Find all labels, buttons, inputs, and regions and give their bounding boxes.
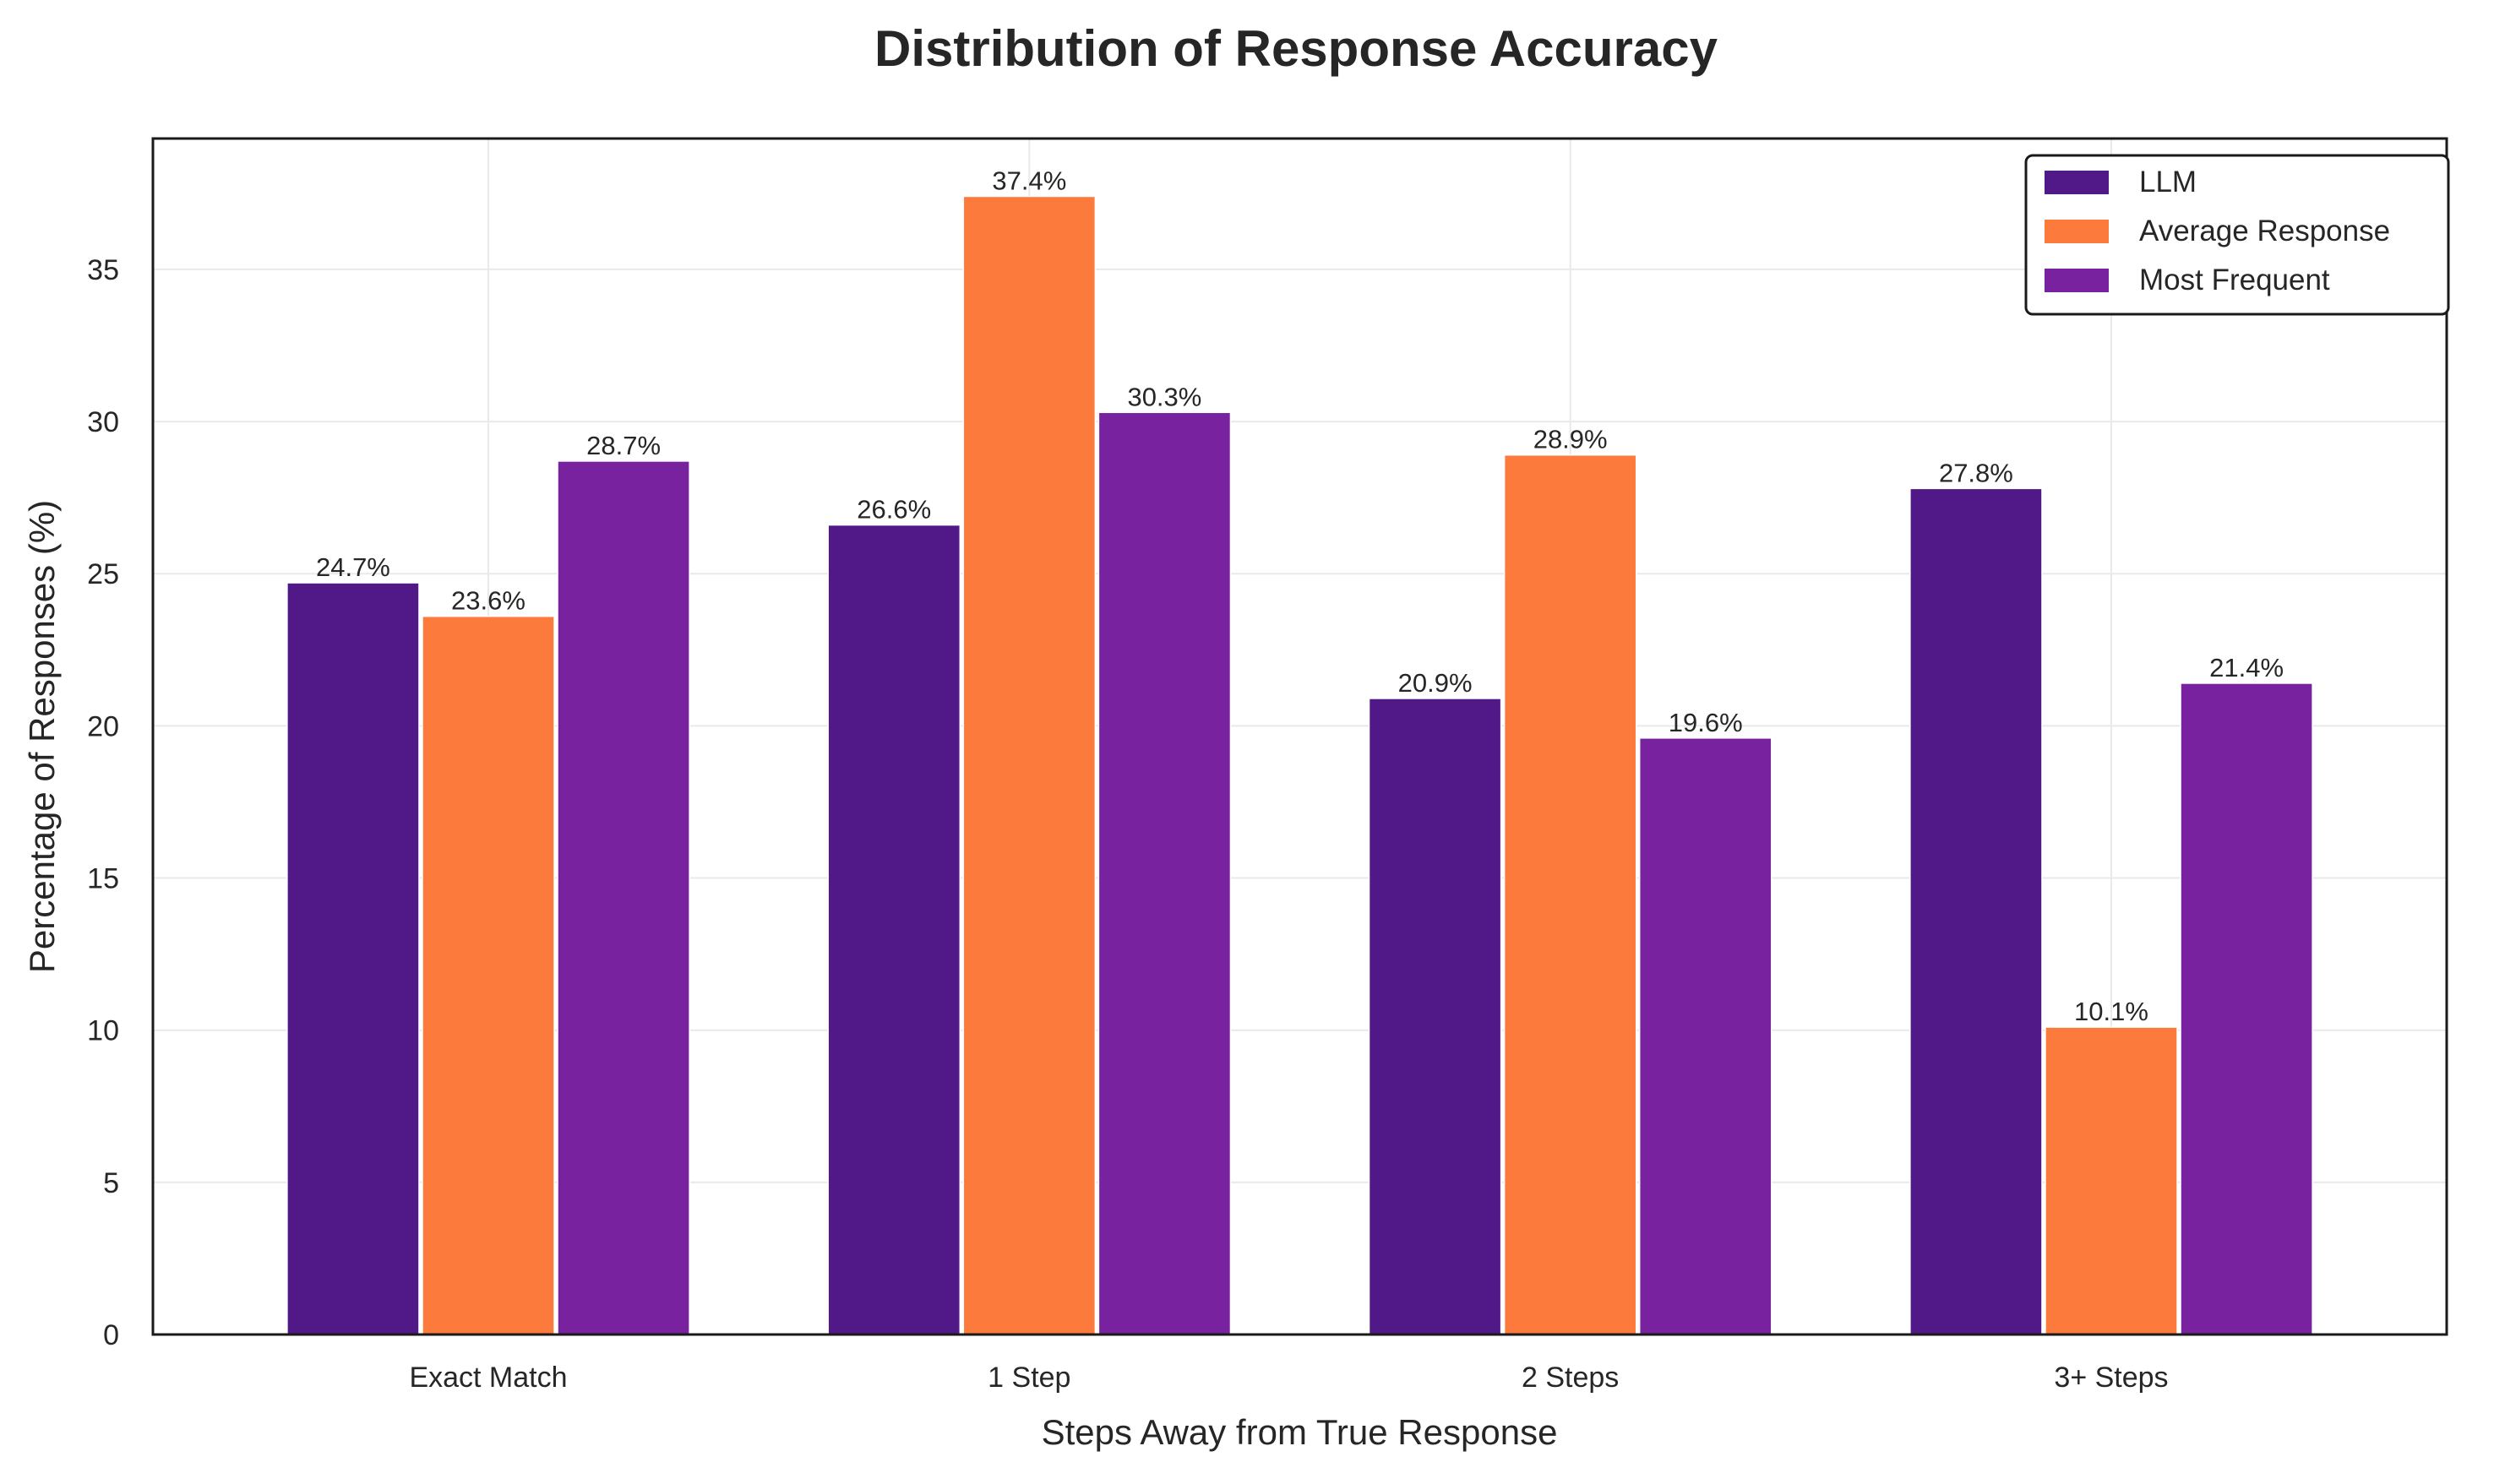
value-label-average-response-1-step: 37.4% xyxy=(992,166,1066,195)
y-tick-label: 10 xyxy=(87,1015,119,1047)
x-tick-label-2-steps: 2 Steps xyxy=(1522,1362,1619,1394)
y-tick-label: 30 xyxy=(87,406,119,438)
value-label-average-response-2-steps: 28.9% xyxy=(1533,425,1608,454)
bar-average-response-3-steps xyxy=(2045,1026,2178,1335)
x-tick-label-1-step: 1 Step xyxy=(988,1362,1070,1394)
x-tick-label-3-steps: 3+ Steps xyxy=(2054,1362,2168,1394)
bar-most-frequent-2-steps xyxy=(1638,737,1772,1335)
legend-frame xyxy=(2024,154,2450,316)
value-label-llm-1-step: 26.6% xyxy=(857,495,931,525)
y-tick-label: 0 xyxy=(103,1319,119,1351)
bar-llm-exact-match xyxy=(286,582,420,1335)
legend-swatch-llm xyxy=(2045,171,2109,194)
value-label-average-response-3-steps: 10.1% xyxy=(2074,997,2148,1026)
y-tick-label: 5 xyxy=(103,1167,119,1199)
legend-label-most-frequent: Most Frequent xyxy=(2139,264,2330,296)
y-tick-label: 35 xyxy=(87,254,119,286)
y-axis-label: Percentage of Responses (%) xyxy=(22,500,62,973)
bar-llm-3-steps xyxy=(1909,487,2043,1335)
value-label-llm-2-steps: 20.9% xyxy=(1398,668,1473,698)
x-axis-ticks: Exact Match 1 Step 2 Steps 3+ Steps xyxy=(409,1362,2168,1394)
legend-label-llm: LLM xyxy=(2139,166,2197,198)
bar-average-response-exact-match xyxy=(422,615,555,1335)
y-tick-label: 20 xyxy=(87,710,119,742)
legend-swatch-average-response xyxy=(2045,220,2109,243)
value-label-llm-exact-match: 24.7% xyxy=(316,552,390,582)
x-tick-label-exact-match: Exact Match xyxy=(409,1362,567,1394)
bar-llm-2-steps xyxy=(1368,698,1502,1335)
value-label-most-frequent-2-steps: 19.6% xyxy=(1669,708,1743,737)
value-label-average-response-exact-match: 23.6% xyxy=(451,586,525,616)
y-axis-ticks: 0 5 10 15 20 25 30 35 xyxy=(87,254,119,1351)
legend: LLM Average Response Most Frequent xyxy=(2024,154,2450,316)
legend-swatch-most-frequent xyxy=(2045,269,2109,292)
y-tick-label: 25 xyxy=(87,558,119,590)
bar-most-frequent-3-steps xyxy=(2180,682,2313,1335)
value-labels: 24.7% 26.6% 20.9% 27.8% 23.6% 37.4% 28.9% 10.1%… xyxy=(316,166,2284,1026)
bar-most-frequent-1-step xyxy=(1097,411,1232,1335)
y-tick-label: 15 xyxy=(87,863,119,895)
bar-average-response-2-steps xyxy=(1503,454,1637,1335)
value-label-most-frequent-1-step: 30.3% xyxy=(1127,382,1201,411)
value-label-most-frequent-exact-match: 28.7% xyxy=(586,431,661,460)
bars xyxy=(286,195,2313,1335)
value-label-llm-3-steps: 27.8% xyxy=(1939,458,2013,487)
plot-frame xyxy=(151,137,2448,1336)
bar-llm-1-step xyxy=(827,524,961,1335)
value-label-most-frequent-3-steps: 21.4% xyxy=(2209,653,2284,682)
bar-most-frequent-exact-match xyxy=(557,460,690,1335)
chart-title: Distribution of Response Accuracy xyxy=(874,20,1718,77)
legend-label-average-response: Average Response xyxy=(2139,215,2390,247)
x-axis-label: Steps Away from True Response xyxy=(1042,1412,1558,1452)
bar-average-response-1-step xyxy=(962,195,1097,1335)
